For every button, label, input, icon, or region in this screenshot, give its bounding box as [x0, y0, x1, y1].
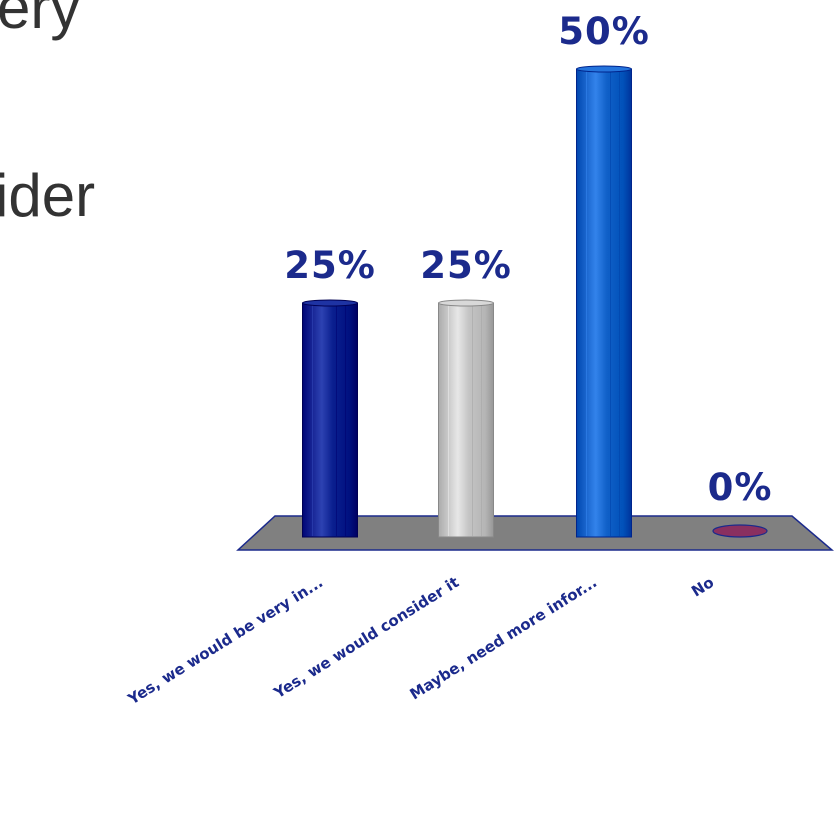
bar-2-top: [438, 299, 494, 307]
bar-2: [438, 302, 494, 538]
bar-1: [302, 302, 358, 538]
slide-text-fragment-middle: ider: [0, 162, 96, 229]
slide-text-fragment-top: ery: [0, 0, 81, 41]
bar-3-top: [576, 65, 632, 73]
value-label-2: 25%: [420, 244, 512, 287]
category-label-4: No: [688, 573, 717, 600]
value-label-1: 25%: [284, 244, 376, 287]
value-label-3: 50%: [558, 10, 650, 53]
value-label-4: 0%: [708, 466, 773, 509]
bar-4: [712, 524, 768, 538]
bar-1-top: [302, 299, 358, 307]
category-labels-group: Yes, we would be very in...Yes, we would…: [124, 573, 717, 709]
value-labels-group: 25% 25% 50% 0%: [284, 10, 773, 509]
bar-3: [576, 68, 632, 538]
bars-group: [302, 65, 768, 538]
